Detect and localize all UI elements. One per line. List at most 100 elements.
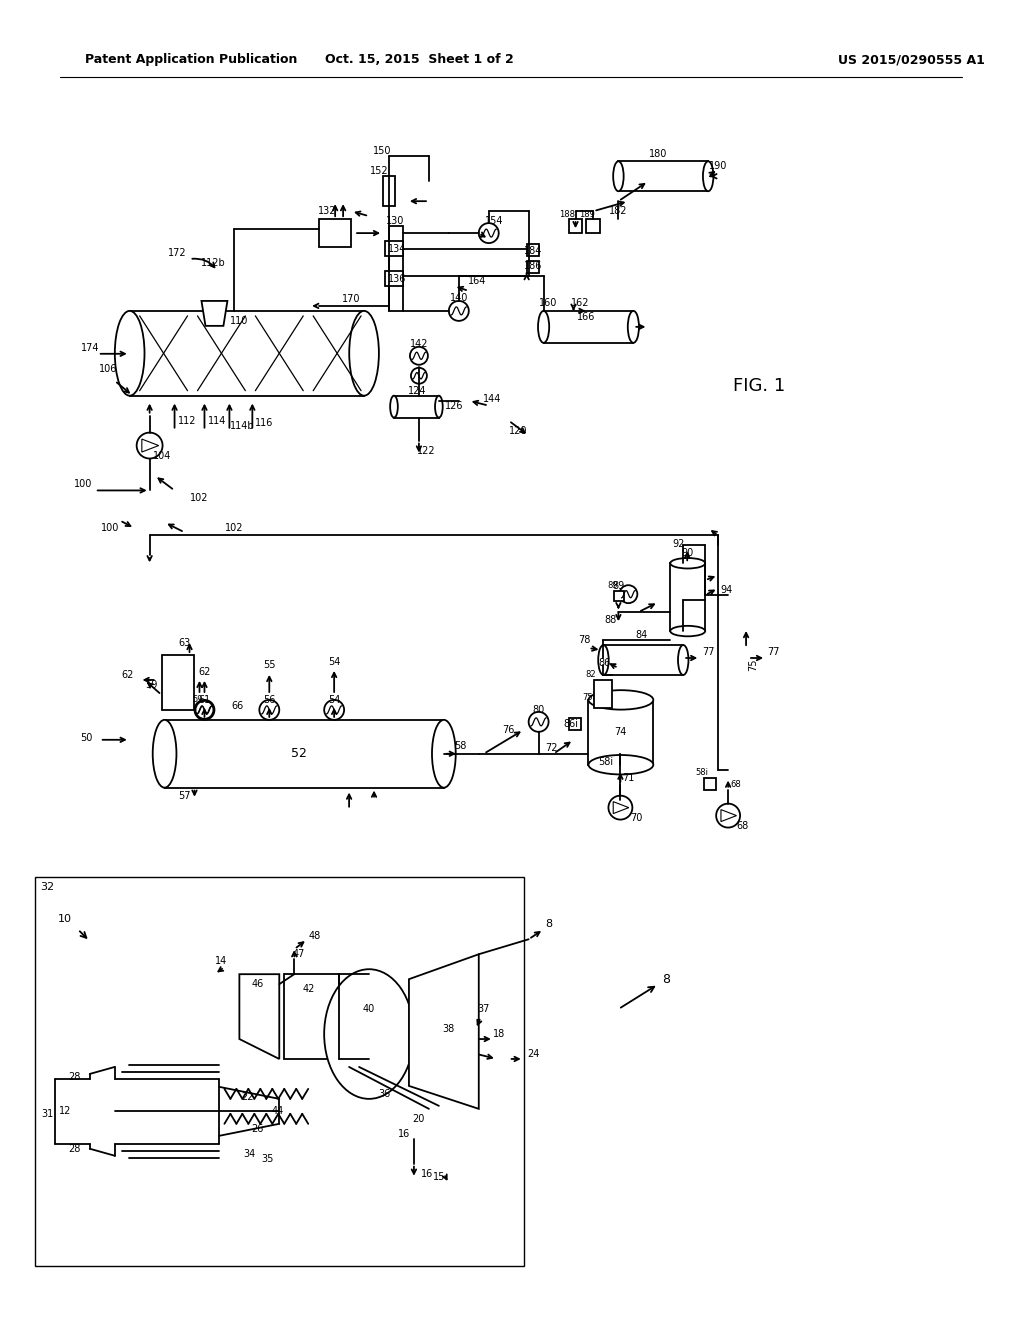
Bar xyxy=(526,261,539,273)
Circle shape xyxy=(528,711,549,731)
Ellipse shape xyxy=(390,396,397,417)
Bar xyxy=(671,564,706,631)
Text: 47: 47 xyxy=(293,949,305,960)
Text: 8: 8 xyxy=(545,919,552,929)
Bar xyxy=(165,719,443,788)
Text: 55: 55 xyxy=(263,660,275,671)
Text: 28: 28 xyxy=(69,1072,81,1082)
Text: 150: 150 xyxy=(373,147,391,156)
Text: 190: 190 xyxy=(709,161,727,172)
Text: 75i: 75i xyxy=(582,693,595,702)
Text: 132: 132 xyxy=(317,206,337,216)
Circle shape xyxy=(411,368,427,384)
Text: 144: 144 xyxy=(482,393,501,404)
Text: 86i: 86i xyxy=(563,719,578,729)
Text: 82: 82 xyxy=(585,671,596,680)
Text: FIG. 1: FIG. 1 xyxy=(733,376,785,395)
Text: 184: 184 xyxy=(524,246,543,256)
Bar xyxy=(595,680,612,708)
Text: 74: 74 xyxy=(614,727,627,737)
Text: 100: 100 xyxy=(74,479,92,490)
Text: 36: 36 xyxy=(378,1089,390,1098)
Ellipse shape xyxy=(671,558,706,569)
Text: 94: 94 xyxy=(720,585,732,595)
Text: 28: 28 xyxy=(69,1143,81,1154)
Circle shape xyxy=(716,804,740,828)
Circle shape xyxy=(410,347,428,364)
Text: 84: 84 xyxy=(635,630,647,640)
Text: 8: 8 xyxy=(663,973,671,986)
Text: 104: 104 xyxy=(154,450,172,461)
Text: 102: 102 xyxy=(190,494,209,503)
Text: 71: 71 xyxy=(623,772,635,783)
Text: 122: 122 xyxy=(417,446,435,455)
Bar xyxy=(568,219,583,234)
Text: 112: 112 xyxy=(178,416,197,425)
Text: 142: 142 xyxy=(410,339,428,348)
Polygon shape xyxy=(202,301,227,326)
Polygon shape xyxy=(721,809,736,821)
Bar xyxy=(526,244,539,256)
Text: 46: 46 xyxy=(251,979,263,989)
Text: 88: 88 xyxy=(604,615,616,626)
Text: 72: 72 xyxy=(546,743,558,752)
Circle shape xyxy=(449,301,469,321)
Text: 59: 59 xyxy=(145,680,158,690)
Text: 154: 154 xyxy=(484,216,503,226)
Text: 77: 77 xyxy=(701,647,715,657)
Text: 52: 52 xyxy=(291,747,307,760)
Bar xyxy=(385,271,403,286)
Text: 136: 136 xyxy=(388,275,407,284)
Circle shape xyxy=(620,585,637,603)
Bar xyxy=(618,161,709,191)
Text: 140: 140 xyxy=(450,293,468,302)
Text: 70: 70 xyxy=(630,813,642,822)
Text: 68: 68 xyxy=(731,780,741,789)
Text: 16: 16 xyxy=(421,1168,433,1179)
Text: 10: 10 xyxy=(57,915,72,924)
Text: 63: 63 xyxy=(178,638,190,648)
Ellipse shape xyxy=(613,161,624,191)
Ellipse shape xyxy=(538,312,549,343)
Text: 86: 86 xyxy=(598,657,610,668)
Text: 76: 76 xyxy=(503,725,515,735)
Ellipse shape xyxy=(325,969,414,1098)
Polygon shape xyxy=(142,440,159,451)
Text: 172: 172 xyxy=(168,248,186,257)
Circle shape xyxy=(479,223,499,243)
Text: 16: 16 xyxy=(398,1129,410,1139)
Bar xyxy=(394,396,439,417)
Bar xyxy=(285,974,339,1059)
Text: 90: 90 xyxy=(681,548,693,558)
Text: 44: 44 xyxy=(271,1106,284,1115)
Text: 42: 42 xyxy=(303,985,315,994)
Bar xyxy=(544,312,634,343)
Text: 35: 35 xyxy=(261,1154,273,1164)
Text: 92: 92 xyxy=(672,540,684,549)
Circle shape xyxy=(259,700,280,719)
Ellipse shape xyxy=(349,312,379,396)
Circle shape xyxy=(325,700,344,719)
Text: Oct. 15, 2015  Sheet 1 of 2: Oct. 15, 2015 Sheet 1 of 2 xyxy=(325,53,513,66)
Text: 126: 126 xyxy=(444,401,463,411)
Text: 116: 116 xyxy=(255,417,273,428)
Text: 22: 22 xyxy=(241,1092,254,1102)
Text: 32: 32 xyxy=(40,882,54,892)
Ellipse shape xyxy=(115,312,144,396)
Bar xyxy=(603,645,683,675)
Text: 54: 54 xyxy=(328,657,340,667)
Text: 38: 38 xyxy=(442,1024,455,1034)
Text: 186: 186 xyxy=(524,261,543,271)
Text: 66: 66 xyxy=(231,701,244,711)
Text: 170: 170 xyxy=(342,294,360,304)
Text: Patent Application Publication: Patent Application Publication xyxy=(85,53,297,66)
Text: 80: 80 xyxy=(532,705,545,715)
Bar xyxy=(389,226,403,312)
Text: 160: 160 xyxy=(540,298,558,308)
Text: 62: 62 xyxy=(122,671,134,680)
Text: 59: 59 xyxy=(193,696,203,705)
Text: 61: 61 xyxy=(199,694,211,705)
Text: 57: 57 xyxy=(178,791,190,801)
Bar xyxy=(589,700,653,764)
Text: 77: 77 xyxy=(767,647,779,657)
